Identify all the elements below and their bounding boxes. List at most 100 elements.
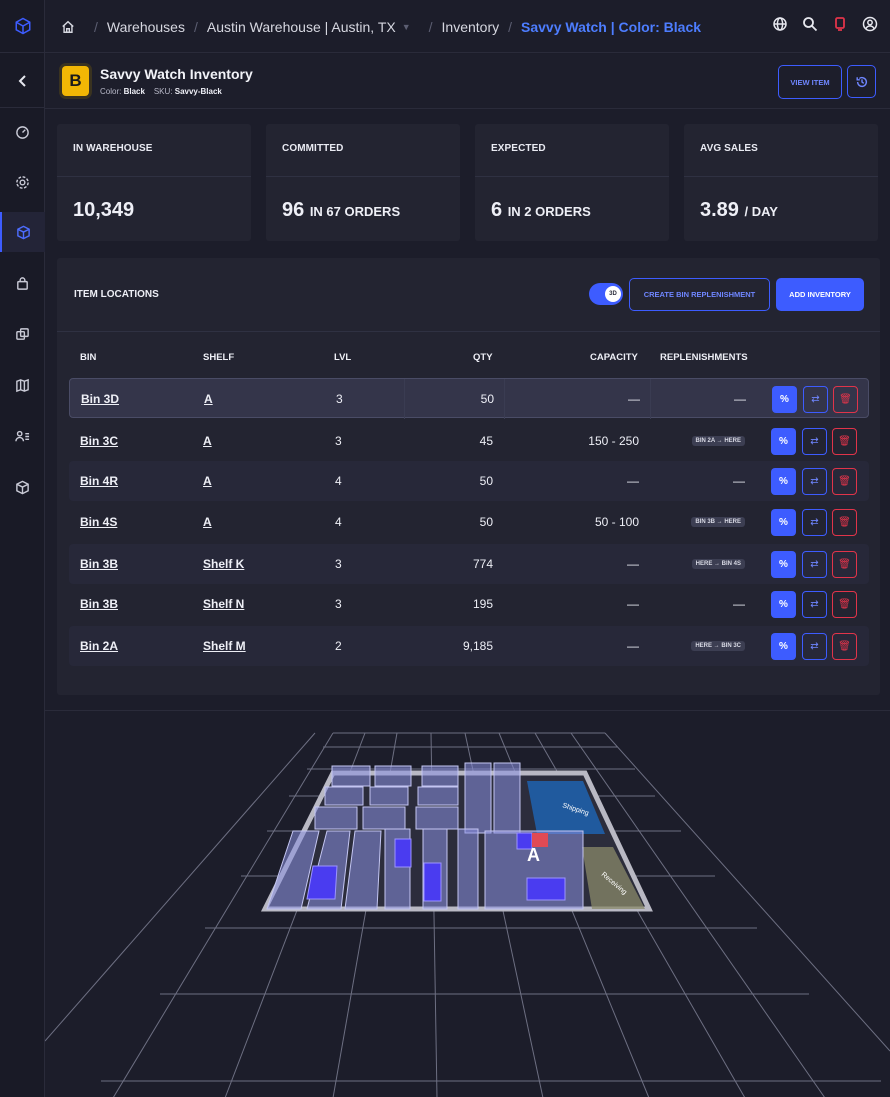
shelf-link[interactable]: Shelf K [203, 557, 245, 571]
percent-button[interactable]: % [771, 428, 796, 455]
shelf-link[interactable]: A [203, 474, 212, 488]
column-header-qty[interactable]: QTY [473, 352, 493, 363]
column-header-lvl[interactable]: LVL [334, 352, 352, 363]
shelf-link[interactable]: A [203, 434, 212, 448]
percent-button[interactable]: % [772, 386, 797, 413]
orders-bag-icon[interactable] [0, 263, 45, 303]
shelf-link[interactable]: Shelf M [203, 639, 246, 653]
delete-button[interactable]: 🗑 [832, 591, 857, 618]
table-row[interactable]: Bin 4R A 4 50 — —% ⇄ 🗑 [69, 461, 869, 501]
column-header-bin[interactable]: BIN [80, 352, 97, 363]
move-button[interactable]: ⇄ [802, 633, 827, 660]
replenishment-chip[interactable]: BIN 2A → HERE [691, 436, 745, 446]
dashboard-icon[interactable] [0, 112, 45, 152]
table-row[interactable]: Bin 3D A 3 50 — —% ⇄ 🗑 [69, 378, 869, 419]
shelf-link[interactable]: A [204, 392, 213, 406]
bin-link[interactable]: Bin 3B [80, 557, 119, 571]
receiving-zone[interactable] [582, 847, 645, 909]
percent-button[interactable]: % [771, 509, 796, 536]
highlighted-bins[interactable] [306, 832, 566, 902]
breadcrumb-inventory[interactable]: Inventory [441, 18, 500, 35]
move-button[interactable]: ⇄ [802, 551, 827, 578]
table-row[interactable]: Bin 3B Shelf N 3 195 — —% ⇄ 🗑 [69, 584, 869, 624]
chevron-down-icon[interactable]: ▼ [401, 21, 411, 32]
3d-toggle[interactable]: 3D [589, 283, 623, 305]
globe-icon[interactable] [772, 16, 788, 37]
warehouse-3d-view[interactable]: Shipping Receiving [44, 711, 890, 1097]
divider [475, 176, 669, 177]
cell-divider [504, 379, 505, 419]
level-cell: 4 [335, 515, 342, 529]
bin-link[interactable]: Bin 4R [80, 474, 119, 488]
shelf-link[interactable]: Shelf N [203, 597, 245, 611]
user-account-icon[interactable] [862, 16, 878, 37]
packages-icon[interactable] [0, 467, 45, 507]
percent-button[interactable]: % [771, 468, 796, 495]
move-button[interactable]: ⇄ [803, 386, 828, 413]
divider [684, 176, 878, 177]
replenishment-chip[interactable]: BIN 3B → HERE [691, 517, 745, 527]
breadcrumb-warehouses[interactable]: Warehouses [106, 18, 185, 35]
search-icon[interactable] [802, 16, 818, 37]
replenishment-cell: BIN 3B → HERE [649, 502, 745, 542]
level-cell: 3 [335, 597, 342, 611]
bin-link[interactable]: Bin 3D [81, 392, 120, 406]
table-row[interactable]: Bin 3C A 3 45 150 - 250 BIN 2A → HERE% ⇄ 🗑 [69, 421, 869, 461]
selected-bin[interactable] [532, 833, 548, 847]
breadcrumb-austin-warehouse[interactable]: Austin Warehouse | Austin, TX [206, 18, 396, 35]
delete-button[interactable]: 🗑 [832, 428, 857, 455]
app-logo-icon[interactable] [0, 0, 45, 53]
stat-card-expected: EXPECTED 6 IN 2 ORDERS [475, 124, 669, 241]
add-inventory-button[interactable]: ADD INVENTORY [776, 278, 864, 311]
capacity-cell: — [628, 392, 640, 406]
view-item-button[interactable]: VIEW ITEM [778, 65, 842, 99]
replenishment-chip[interactable]: HERE → BIN 3C [691, 641, 745, 651]
users-list-icon[interactable] [0, 416, 45, 456]
move-button[interactable]: ⇄ [802, 509, 827, 536]
column-header-replenishments[interactable]: REPLENISHMENTS [660, 352, 748, 363]
level-cell: 4 [335, 474, 342, 488]
map-icon[interactable] [0, 365, 45, 405]
breadcrumb-separator: / [193, 18, 198, 35]
column-header-shelf[interactable]: SHELF [203, 352, 235, 363]
delete-button[interactable]: 🗑 [832, 509, 857, 536]
column-header-capacity[interactable]: CAPACITY [590, 352, 638, 363]
percent-button[interactable]: % [771, 633, 796, 660]
delete-button[interactable]: 🗑 [832, 551, 857, 578]
move-button[interactable]: ⇄ [802, 591, 827, 618]
stat-value: 3.89 / DAY [700, 199, 778, 221]
history-button[interactable] [847, 65, 876, 98]
delete-button[interactable]: 🗑 [832, 468, 857, 495]
transfers-icon[interactable] [0, 314, 45, 354]
shelf-rows[interactable] [266, 762, 584, 910]
shelf-link[interactable]: A [203, 515, 212, 529]
move-button[interactable]: ⇄ [802, 428, 827, 455]
replenishment-empty: — [733, 474, 745, 488]
replenishment-chip[interactable]: HERE → BIN 4S [691, 559, 745, 569]
delete-button[interactable]: 🗑 [832, 633, 857, 660]
replenishment-cell: — [649, 584, 745, 624]
back-icon[interactable] [0, 54, 45, 108]
settings-gear-icon[interactable] [0, 162, 45, 202]
bin-link[interactable]: Bin 3C [80, 434, 119, 448]
table-row[interactable]: Bin 2A Shelf M 2 9,185 — HERE → BIN 3C% ⇄ 🗑 [69, 626, 869, 666]
bin-link[interactable]: Bin 2A [80, 639, 119, 653]
shipping-zone[interactable] [527, 781, 605, 834]
percent-button[interactable]: % [771, 551, 796, 578]
bin-link[interactable]: Bin 3B [80, 597, 119, 611]
create-bin-replenishment-button[interactable]: CREATE BIN REPLENISHMENT [629, 278, 770, 311]
level-cell: 2 [335, 639, 342, 653]
bin-link[interactable]: Bin 4S [80, 515, 118, 529]
table-row[interactable]: Bin 4S A 4 50 50 - 100 BIN 3B → HERE% ⇄ 🗑 [69, 502, 869, 542]
notification-bell-icon[interactable] [832, 16, 848, 37]
inventory-cube-icon[interactable] [0, 212, 45, 252]
home-icon[interactable] [61, 20, 75, 34]
stat-value: 96 IN 67 ORDERS [282, 199, 401, 221]
divider [57, 331, 880, 332]
move-button[interactable]: ⇄ [802, 468, 827, 495]
delete-button[interactable]: 🗑 [833, 386, 858, 413]
table-row[interactable]: Bin 3B Shelf K 3 774 — HERE → BIN 4S% ⇄ 🗑 [69, 544, 869, 584]
history-icon [855, 76, 867, 87]
warehouse-3d-map[interactable]: Shipping Receiving [44, 710, 890, 1097]
percent-button[interactable]: % [771, 591, 796, 618]
